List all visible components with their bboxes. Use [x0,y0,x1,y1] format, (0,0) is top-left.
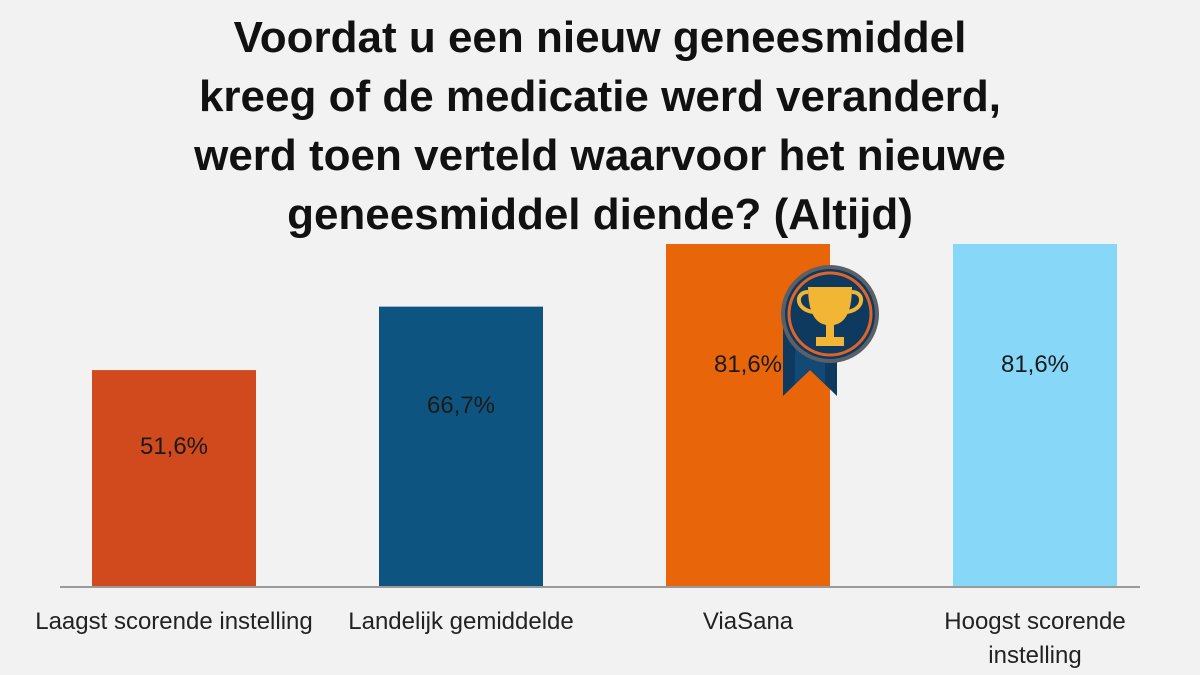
category-label-hoogst: Hoogst scorende instelling [944,608,1126,669]
data-label-viasana: 81,6% [714,351,782,378]
chart-title: Voordat u een nieuw geneesmiddel kreeg o… [194,13,1006,239]
category-label-landelijk: Landelijk gemiddelde [348,608,574,635]
bar-landelijk [379,306,543,587]
data-label-landelijk: 66,7% [427,392,495,419]
bar-laagst [92,370,256,587]
bar-hoogst [953,244,1117,587]
category-label-viasana: ViaSana [702,608,794,635]
category-label-laagst: Laagst scorende instelling [35,608,313,635]
trophy-icon [781,265,879,396]
data-label-hoogst: 81,6% [1001,351,1069,378]
data-label-laagst: 51,6% [140,433,208,460]
